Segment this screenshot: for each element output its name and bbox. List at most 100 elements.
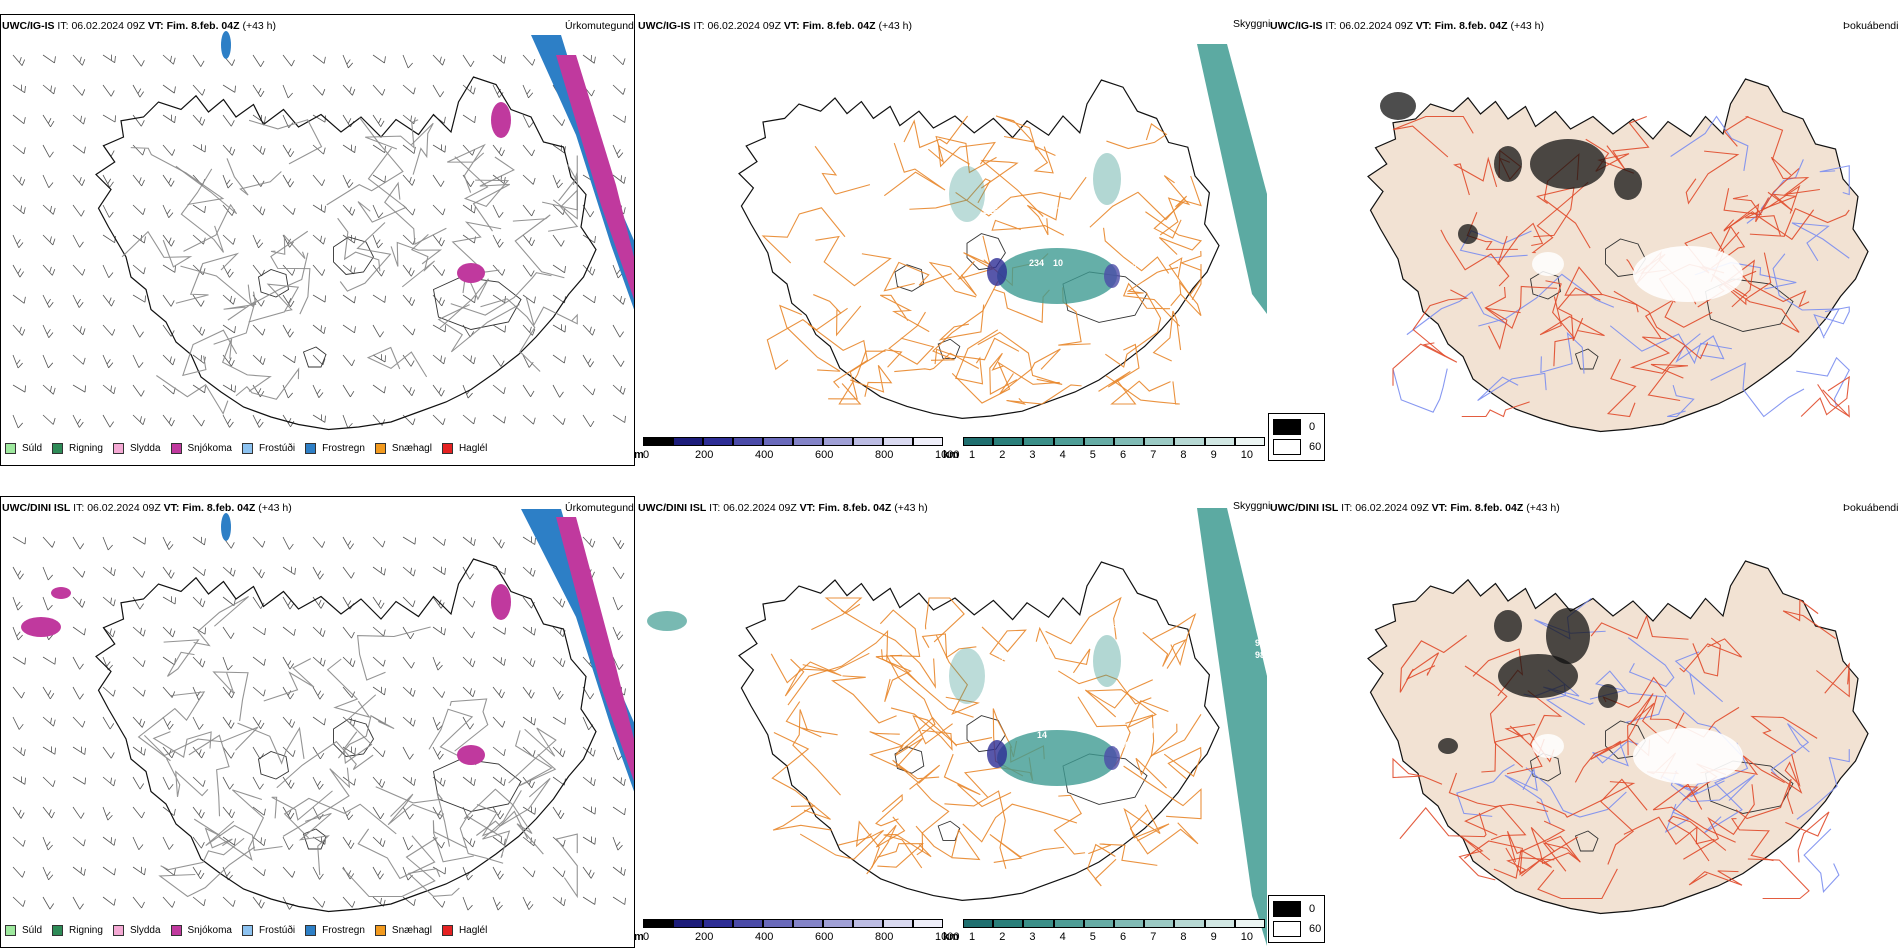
panel-title-fog-row1: Þokuábendi — [1843, 20, 1899, 32]
wind-barb — [582, 354, 595, 368]
wind-barb — [132, 566, 146, 578]
road-line — [1484, 285, 1558, 330]
wind-barb — [72, 354, 86, 365]
wind-barb — [432, 84, 445, 98]
fog-legend-row1: 0 60 — [1268, 413, 1325, 461]
fog-area — [1530, 139, 1606, 189]
wind-barb — [222, 174, 233, 189]
road-line — [991, 219, 1065, 236]
road-line — [1106, 123, 1168, 150]
road-line — [525, 297, 578, 327]
wind-barb — [522, 806, 536, 815]
wind-barb — [402, 806, 414, 820]
low-visibility-area — [997, 248, 1117, 304]
wind-barb — [162, 896, 176, 908]
wind-barb — [342, 536, 354, 550]
wind-barb — [42, 84, 56, 95]
road-line — [1574, 739, 1629, 783]
wind-barb — [522, 686, 535, 699]
road-line — [828, 349, 903, 400]
wind-barb — [132, 866, 146, 876]
wind-barb — [492, 84, 504, 98]
wind-barb — [492, 54, 506, 64]
visibility-unit-row2: km — [943, 931, 959, 943]
wind-barb — [282, 836, 294, 850]
ceiling-swatch — [643, 437, 673, 446]
wind-barb — [192, 54, 205, 67]
wind-barb — [312, 656, 326, 667]
ceiling-tick-label: 1000 — [935, 931, 960, 943]
road-line — [1647, 363, 1689, 402]
road-line — [343, 694, 377, 764]
wind-barb — [42, 536, 56, 548]
low-ceiling-area — [987, 740, 1007, 768]
road-line — [454, 156, 510, 208]
road-line — [156, 375, 229, 415]
wind-barb — [612, 414, 626, 423]
glacier-fog-free — [1532, 252, 1564, 276]
wind-barb — [312, 234, 326, 245]
ceiling-colorbar-row1: 0 200 400 600 800 1000 — [643, 437, 959, 461]
road-line — [175, 165, 238, 252]
road-line — [771, 732, 831, 820]
legend-label: Snjókoma — [187, 443, 232, 454]
wind-barb — [522, 114, 534, 128]
road-line — [814, 145, 871, 195]
road-line — [1816, 662, 1850, 698]
coastline — [95, 558, 597, 913]
visibility-swatch — [1083, 919, 1114, 928]
wind-barb — [252, 144, 266, 155]
legend-swatch — [374, 925, 386, 936]
wind-barb — [222, 264, 234, 278]
wind-barb — [102, 234, 116, 244]
wind-barb — [192, 656, 206, 668]
iceland-landmass — [1367, 560, 1869, 915]
road-line — [1464, 840, 1543, 877]
wind-barb — [252, 234, 264, 249]
wind-barb — [492, 776, 506, 787]
wind-barb — [282, 536, 294, 550]
road-line — [459, 815, 504, 864]
wind-barb — [282, 54, 295, 67]
wind-barb — [552, 384, 564, 398]
wind-barb — [102, 354, 114, 369]
wind-barb — [192, 836, 205, 849]
snow-area — [491, 102, 511, 138]
road-line — [1125, 714, 1178, 758]
header-row1-p3: UWC/IG-IS IT: 06.02.2024 09Z VT: Fim. 8.… — [1270, 20, 1545, 32]
wind-barb — [42, 264, 56, 276]
visibility-swatch — [1053, 437, 1084, 446]
road-line — [1674, 651, 1723, 703]
wind-barb — [402, 384, 416, 397]
road-line — [121, 230, 193, 268]
wind-barb — [492, 264, 506, 276]
road-line — [1103, 227, 1170, 274]
wind-barb — [12, 264, 25, 278]
wind-barb — [582, 264, 596, 276]
visibility-tick-label: 1 — [969, 931, 976, 943]
wind-barb — [252, 806, 266, 816]
wind-barb — [252, 656, 266, 666]
wind-barb — [612, 896, 626, 905]
wind-barb — [162, 114, 176, 124]
wind-barb — [402, 746, 414, 760]
wind-barb — [192, 414, 205, 427]
visibility-swatch — [1204, 919, 1235, 928]
road-line — [1525, 767, 1627, 818]
wind-barb — [432, 384, 445, 397]
precip-legend-item: Frostregn — [305, 925, 365, 936]
road-line — [158, 846, 256, 898]
ceiling-swatch — [763, 437, 793, 446]
wind-barb — [162, 54, 176, 65]
road-line — [1589, 670, 1665, 700]
ceiling-unit-row1: m — [634, 449, 644, 461]
visibility-tick-label: 8 — [1180, 449, 1187, 461]
wind-barb — [402, 536, 416, 545]
road-line — [160, 837, 245, 871]
ceiling-swatch — [853, 437, 883, 446]
road-line — [1629, 336, 1686, 374]
road-line — [869, 716, 958, 747]
road-line — [957, 235, 994, 280]
value-label: 45 — [1109, 620, 1119, 630]
wind-barb — [192, 84, 206, 96]
